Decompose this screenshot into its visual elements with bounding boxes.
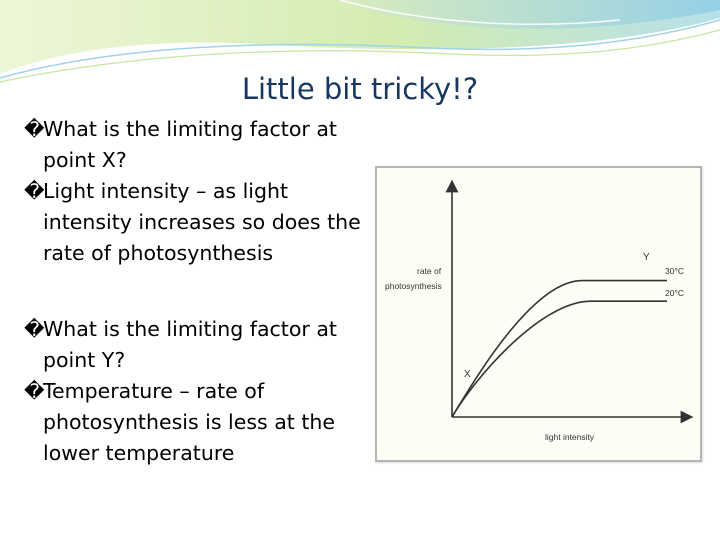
- x-axis-label: light intensity: [545, 432, 595, 442]
- bullet-question-x: � What is the limiting factor at point X…: [24, 114, 364, 176]
- series-line-20c: [451, 300, 667, 418]
- bullet-text: What is the limiting factor at point X?: [43, 117, 337, 172]
- point-x-label: X: [464, 369, 471, 380]
- y-axis-label-line-1: rate of: [417, 266, 442, 276]
- bullet-marker-icon: �: [24, 179, 45, 203]
- chart-svg: rate of photosynthesis light intensity X…: [385, 179, 694, 442]
- bullet-text: Light intensity – as light intensity inc…: [43, 179, 361, 265]
- bullet-text: What is the limiting factor at point Y?: [43, 317, 337, 372]
- bullet-answer-x: � Light intensity – as light intensity i…: [24, 176, 364, 269]
- bullet-question-y: � What is the limiting factor at point Y…: [24, 314, 364, 376]
- bullet-marker-icon: �: [24, 379, 45, 403]
- series-label-20c: 20°C: [665, 288, 684, 298]
- bullet-text: Temperature – rate of photosynthesis is …: [43, 379, 335, 465]
- bullet-answer-y: � Temperature – rate of photosynthesis i…: [24, 376, 364, 469]
- header-swoosh-decoration: [0, 0, 720, 83]
- bullet-list: � What is the limiting factor at point X…: [24, 114, 364, 469]
- point-y-label: Y: [643, 252, 650, 263]
- photosynthesis-graph: rate of photosynthesis light intensity X…: [375, 166, 702, 462]
- series-label-30c: 30°C: [665, 266, 684, 276]
- bullet-marker-icon: �: [24, 317, 45, 341]
- bullet-marker-icon: �: [24, 117, 45, 141]
- y-axis-label-line-2: photosynthesis: [385, 281, 442, 291]
- slide-title: Little bit tricky!?: [241, 72, 479, 106]
